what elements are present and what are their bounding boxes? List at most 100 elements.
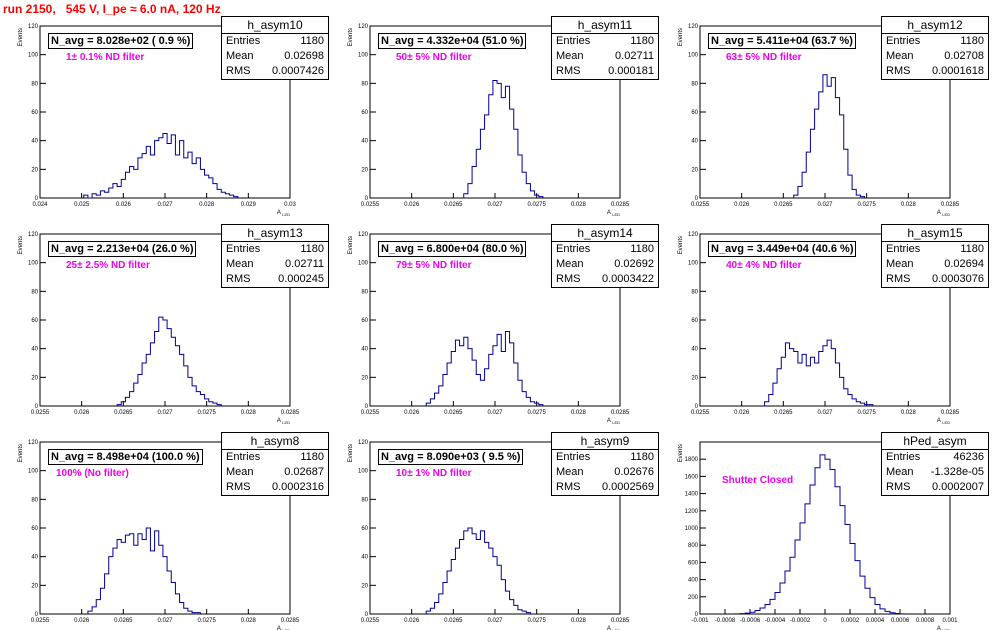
histogram-bin	[180, 603, 184, 614]
x-tick-label: -0.0008	[715, 618, 736, 624]
y-tick-label: 100	[358, 469, 369, 475]
histogram-bin	[514, 129, 518, 198]
histogram-bin	[815, 468, 820, 614]
stats-hist-name: h_asym8	[222, 433, 328, 450]
stats-hist-name: h_asym15	[882, 225, 988, 242]
y-tick-label: 60	[691, 318, 698, 324]
histogram-bin	[125, 397, 129, 406]
x-tick-label: 0.028	[571, 618, 587, 624]
stats-entries-label: Entries	[556, 242, 590, 257]
histogram-bin	[171, 582, 175, 614]
histogram-bin	[134, 169, 138, 198]
x-tick-label: 0.0285	[611, 410, 630, 416]
stats-mean-label: Mean	[556, 465, 584, 480]
x-tick-label: 0.03	[284, 202, 296, 208]
y-tick-label: 1400	[685, 492, 699, 498]
y-tick-label: 100	[358, 261, 369, 267]
stats-rms-label: RMS	[556, 480, 580, 495]
histogram-bin	[447, 571, 451, 614]
y-tick-label: 80	[691, 289, 698, 295]
histogram-bin	[480, 531, 484, 614]
histogram-bin	[505, 331, 509, 406]
histogram-bin	[856, 195, 860, 198]
stats-hist-name: h_asym12	[882, 17, 988, 34]
x-tick-label: 0.0255	[691, 410, 710, 416]
histogram-bin	[167, 571, 171, 614]
histogram-bin	[501, 352, 505, 406]
histogram-bin	[497, 565, 501, 614]
histogram-bin	[510, 600, 514, 614]
stats-mean-value: -1.328e-05	[931, 465, 984, 480]
y-axis-label: Events	[348, 28, 354, 46]
x-tick-label: 0.0006	[891, 618, 910, 624]
stats-rms-label: RMS	[886, 480, 910, 495]
x-tick-label: 0.0265	[114, 618, 133, 624]
histogram-bin	[835, 363, 839, 406]
x-tick-label: 0.0265	[444, 410, 463, 416]
x-tick-label: 0.0275	[527, 410, 546, 416]
stats-rms-label: RMS	[886, 64, 910, 79]
x-axis-label: A LED	[607, 626, 620, 630]
x-tick-label: 0.026	[74, 618, 90, 624]
histogram-bin	[155, 331, 159, 406]
y-tick-label: 80	[361, 81, 368, 87]
histogram-bin	[447, 363, 451, 406]
histogram-bin	[865, 588, 870, 614]
histogram-bin	[88, 611, 92, 614]
x-tick-label: 0.0275	[857, 410, 876, 416]
stats-rms-label: RMS	[556, 272, 580, 287]
histogram-bin	[795, 540, 800, 614]
histogram-bin	[856, 402, 860, 406]
y-tick-label: 80	[31, 289, 38, 295]
histogram-bin	[827, 340, 831, 406]
stats-entries-value: 1180	[960, 242, 984, 257]
histogram-bin	[765, 402, 769, 406]
stats-mean-value: 0.02711	[615, 49, 654, 64]
histogram-bin	[497, 334, 501, 406]
x-tick-label: 0.026	[116, 202, 132, 208]
y-tick-label: 40	[31, 139, 38, 145]
histogram-bin	[815, 363, 819, 406]
x-tick-label: 0.0285	[941, 410, 960, 416]
x-tick-label: 0.0255	[31, 618, 50, 624]
filter-label: 40± 4% ND filter	[726, 260, 802, 271]
histogram-bin	[785, 343, 789, 406]
histogram-bin	[184, 158, 188, 198]
x-tick-label: 0.0285	[281, 410, 300, 416]
x-tick-label: 0.028	[571, 202, 587, 208]
histogram-bin	[180, 141, 184, 198]
histogram-bin	[196, 613, 200, 614]
histogram-bin	[885, 611, 890, 614]
histogram-bin	[188, 611, 192, 614]
histogram-bin	[209, 402, 213, 406]
histogram-bin	[765, 605, 770, 614]
histogram-bin	[848, 175, 852, 198]
x-tick-label: 0.028	[901, 202, 917, 208]
histogram-bin	[848, 395, 852, 406]
x-tick-label: 0.028	[901, 410, 917, 416]
histogram-bin	[869, 405, 873, 406]
x-axis-label: A LED	[607, 210, 620, 217]
x-tick-label: 0.027	[487, 410, 503, 416]
histogram-bin	[780, 583, 785, 614]
x-tick-label: 0.0265	[774, 202, 793, 208]
stats-mean-row: Mean-1.328e-05	[882, 465, 988, 480]
histogram-bin	[142, 363, 146, 406]
stats-entries-label: Entries	[226, 450, 260, 465]
histogram-bin	[472, 534, 476, 614]
stats-rms-row: RMS 0.0003422	[552, 272, 658, 287]
y-tick-label: 1600	[685, 474, 699, 480]
y-tick-label: 20	[361, 167, 368, 173]
histogram-bin	[518, 380, 522, 406]
stats-rms-value: 0.0003422	[602, 272, 654, 287]
stats-entries-value: 1180	[630, 242, 654, 257]
filter-label: 50± 5% ND filter	[396, 52, 472, 63]
x-axis-label: A LED	[607, 418, 620, 425]
histogram-bin	[480, 129, 484, 198]
